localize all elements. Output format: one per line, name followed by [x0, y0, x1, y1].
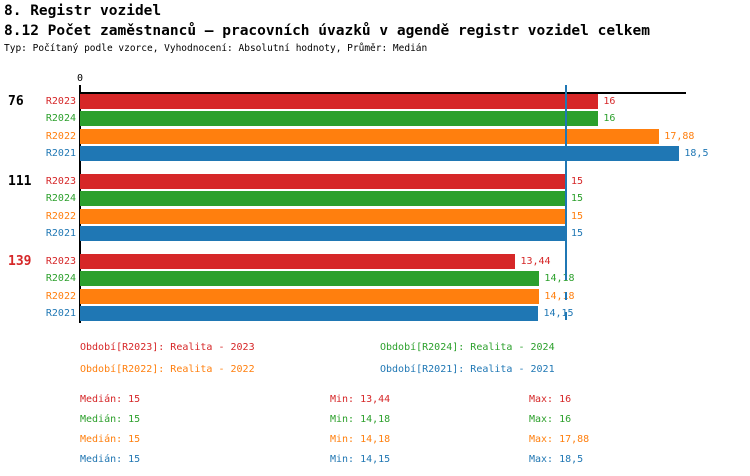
bar [80, 288, 540, 304]
group-label: 76 [8, 93, 24, 109]
section-title: 8. Registr vozidel [4, 3, 162, 19]
bar-value-label: 16 [603, 113, 616, 124]
row-label: R2024 [45, 113, 76, 124]
stat-max: Max: 18,5 [529, 454, 584, 465]
row-label: R2023 [45, 95, 76, 107]
stat-max: Max: 17,88 [529, 434, 590, 445]
bar-value-label: 15 [571, 228, 584, 239]
median-line-dashed [565, 272, 567, 327]
legend-item: Období[R2023]: Realita - 2023 [80, 342, 255, 353]
median-line [565, 85, 567, 272]
bar-value-label: 15 [571, 175, 584, 187]
stat-median: Medián: 15 [80, 454, 141, 465]
stat-max: Max: 16 [529, 394, 572, 405]
bar-value-label: 13,44 [520, 255, 551, 267]
row-label: R2021 [45, 228, 76, 239]
bar [80, 208, 566, 224]
stat-median: Medián: 15 [80, 434, 141, 445]
stat-min: Min: 13,44 [330, 394, 391, 405]
bar [80, 146, 680, 161]
row-label: R2022 [45, 130, 76, 142]
bar [80, 271, 540, 286]
bar-value-label: 15 [571, 210, 584, 222]
stat-min: Min: 14,18 [330, 434, 391, 445]
stat-median: Medián: 15 [80, 414, 141, 425]
bar [80, 226, 566, 241]
x-axis-line [80, 92, 686, 94]
bar [80, 306, 539, 321]
grouped-bar-chart: 0 76 R2023 16 R2024 16 R2022 17,88 R2021 18,5 111 R… [0, 60, 750, 336]
row-label: R2022 [45, 210, 76, 222]
chart-meta-line: Typ: Počítaný podle vzorce, Vyhodnocení:… [4, 43, 428, 54]
zero-tick-label: 0 [76, 73, 84, 84]
bar-value-label: 14,15 [543, 308, 574, 319]
stats-table: Medián: 15 Min: 13,44 Max: 16 Medián: 15 Min… [80, 390, 589, 470]
legend-item: Období[R2021]: Realita - 2021 [380, 364, 555, 375]
bar-value-label: 17,88 [664, 130, 695, 142]
bar [80, 191, 566, 206]
chart-title: 8.12 Počet zaměstnanců – pracovních úvaz… [4, 23, 651, 39]
stat-median: Medián: 15 [80, 394, 141, 405]
bar-value-label: 14,18 [544, 273, 575, 284]
legend: Období[R2023]: Realita - 2023 Období[R202… [80, 337, 555, 381]
bar [80, 128, 660, 144]
bar [80, 111, 599, 126]
bar-value-label: 14,18 [544, 290, 575, 302]
bar [80, 253, 516, 269]
row-label: R2023 [45, 255, 76, 267]
bar-value-label: 16 [603, 95, 616, 107]
stat-min: Min: 14,18 [330, 414, 391, 425]
row-label: R2024 [45, 273, 76, 284]
bar-value-label: 18,5 [684, 148, 709, 159]
row-label: R2022 [45, 290, 76, 302]
bar-value-label: 15 [571, 193, 584, 204]
row-label: R2024 [45, 193, 76, 204]
group-label: 111 [8, 173, 32, 189]
group-label: 139 [8, 253, 32, 269]
legend-item: Období[R2022]: Realita - 2022 [80, 364, 255, 375]
legend-item: Období[R2024]: Realita - 2024 [380, 342, 555, 353]
row-label: R2021 [45, 148, 76, 159]
stat-min: Min: 14,15 [330, 454, 391, 465]
row-label: R2021 [45, 308, 76, 319]
bar [80, 173, 566, 189]
row-label: R2023 [45, 175, 76, 187]
bar [80, 93, 599, 109]
stat-max: Max: 16 [529, 414, 572, 425]
